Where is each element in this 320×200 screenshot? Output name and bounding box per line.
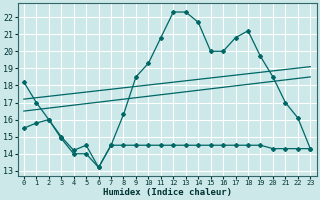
X-axis label: Humidex (Indice chaleur): Humidex (Indice chaleur) (103, 188, 232, 197)
